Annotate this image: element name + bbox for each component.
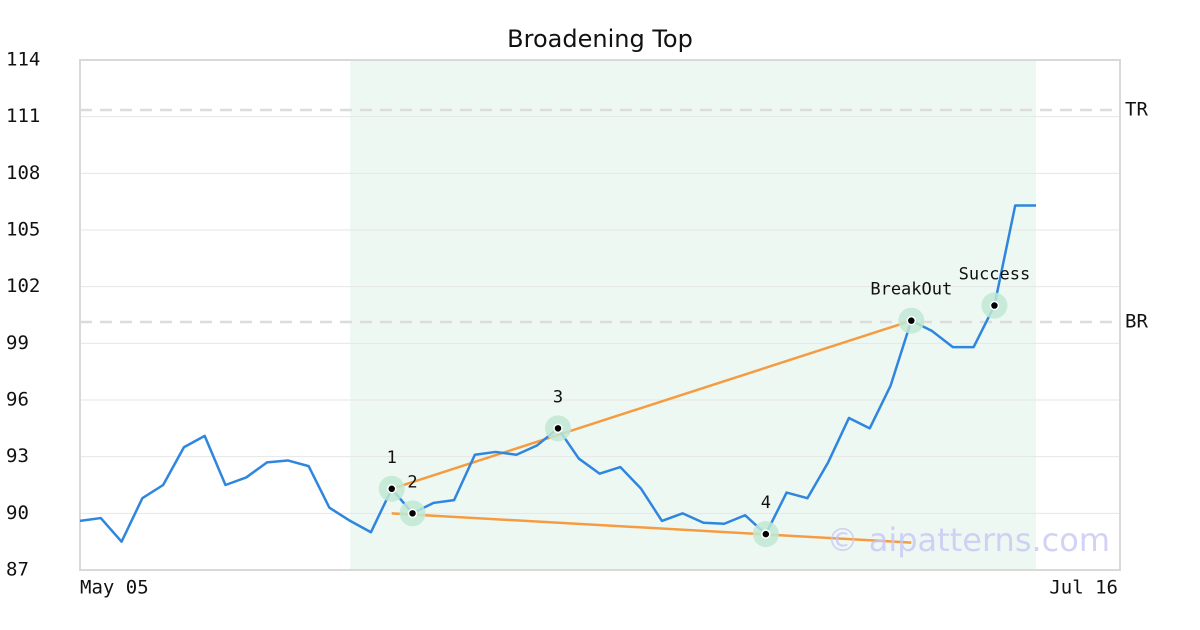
chart-title: Broadening Top bbox=[507, 25, 693, 53]
pivot-label: 2 bbox=[407, 472, 417, 492]
pivot-label: 3 bbox=[553, 387, 563, 407]
y-tick-label: 99 bbox=[6, 332, 29, 354]
plot-frame bbox=[79, 59, 1121, 571]
pivot-dot bbox=[989, 300, 1000, 311]
y-tick-label: 87 bbox=[6, 559, 29, 581]
x-tick-label: Jul 16 bbox=[1049, 577, 1118, 599]
y-tick-label: 105 bbox=[6, 219, 40, 241]
pivot-dot bbox=[761, 529, 771, 539]
y-tick-label: 96 bbox=[6, 389, 29, 411]
pivot-label: BreakOut bbox=[870, 280, 952, 300]
pattern-region bbox=[350, 60, 1036, 570]
y-tick-label: 108 bbox=[6, 162, 40, 184]
x-tick-label: May 05 bbox=[80, 577, 149, 599]
pivot-dot bbox=[553, 423, 563, 434]
level-label: BR bbox=[1125, 310, 1148, 332]
pivot-label: Success bbox=[959, 265, 1031, 285]
pivot-label: 1 bbox=[387, 448, 397, 468]
y-tick-label: 93 bbox=[6, 445, 29, 467]
trendline bbox=[391, 319, 912, 490]
y-tick-label: 90 bbox=[6, 502, 29, 524]
y-tick-label: 102 bbox=[6, 275, 40, 297]
pivot-label: 4 bbox=[761, 493, 771, 513]
pivot-dot bbox=[407, 508, 418, 519]
y-tick-label: 114 bbox=[6, 49, 40, 71]
level-label: TR bbox=[1125, 99, 1148, 121]
pivot-dot bbox=[386, 484, 397, 494]
trendline bbox=[391, 512, 912, 544]
pivot-dot bbox=[906, 315, 917, 326]
watermark: © aipatterns.com bbox=[827, 521, 1110, 559]
y-tick-label: 111 bbox=[6, 105, 40, 127]
